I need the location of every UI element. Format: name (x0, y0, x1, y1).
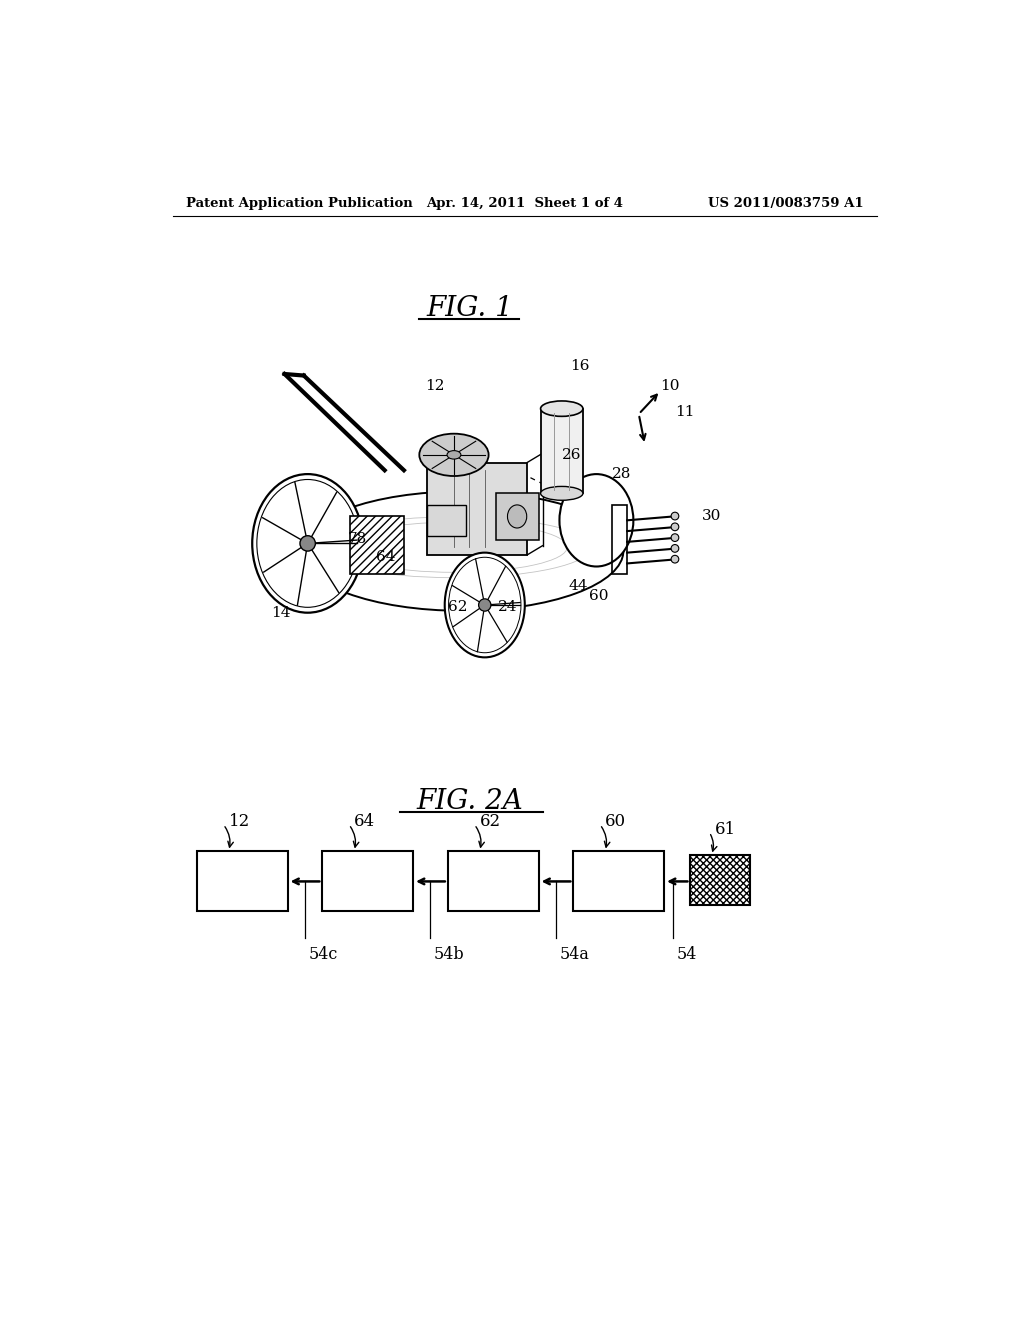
Circle shape (671, 556, 679, 564)
Circle shape (671, 512, 679, 520)
Bar (323, 851, 413, 911)
Text: FIG. 2A: FIG. 2A (416, 788, 522, 814)
Text: 62: 62 (449, 599, 468, 614)
Text: 64: 64 (377, 550, 396, 564)
Text: 78: 78 (348, 532, 368, 545)
Ellipse shape (447, 450, 461, 459)
Bar (690, 855, 751, 906)
Ellipse shape (508, 506, 526, 528)
Text: 62: 62 (480, 813, 501, 830)
Bar (573, 851, 665, 911)
Text: 44: 44 (569, 578, 589, 593)
Bar (427, 462, 527, 554)
Text: FIG. 1: FIG. 1 (426, 296, 513, 322)
Text: 54a: 54a (559, 946, 590, 964)
Ellipse shape (252, 474, 364, 612)
Bar (497, 494, 539, 540)
Circle shape (671, 523, 679, 531)
Ellipse shape (559, 474, 634, 566)
Text: 61: 61 (715, 821, 735, 838)
Text: Apr. 14, 2011  Sheet 1 of 4: Apr. 14, 2011 Sheet 1 of 4 (426, 197, 624, 210)
Ellipse shape (541, 487, 583, 500)
Bar (427, 506, 466, 536)
Text: 24: 24 (498, 601, 517, 614)
Bar (350, 516, 403, 574)
Text: 64: 64 (354, 813, 376, 830)
Bar (541, 409, 584, 494)
Text: 60: 60 (605, 813, 627, 830)
Text: 10: 10 (659, 379, 679, 392)
Circle shape (671, 545, 679, 552)
Text: 12: 12 (425, 379, 444, 392)
Bar (447, 851, 539, 911)
Bar (611, 506, 628, 574)
Text: 14: 14 (271, 606, 291, 619)
Text: 30: 30 (702, 510, 722, 524)
Circle shape (478, 599, 490, 611)
Text: US 2011/0083759 A1: US 2011/0083759 A1 (708, 197, 863, 210)
Text: 26: 26 (562, 447, 582, 462)
Text: 16: 16 (569, 359, 589, 374)
Ellipse shape (444, 553, 524, 657)
Text: 54c: 54c (308, 946, 338, 964)
Circle shape (671, 533, 679, 541)
Ellipse shape (541, 401, 583, 416)
Text: Patent Application Publication: Patent Application Publication (186, 197, 413, 210)
Bar (197, 851, 288, 911)
Text: 60: 60 (589, 589, 608, 603)
Circle shape (300, 536, 315, 552)
Text: 11: 11 (675, 405, 694, 420)
Text: 54: 54 (677, 946, 697, 964)
Ellipse shape (419, 434, 488, 477)
Text: 54b: 54b (434, 946, 465, 964)
Text: 12: 12 (228, 813, 250, 830)
Text: 28: 28 (612, 467, 632, 480)
